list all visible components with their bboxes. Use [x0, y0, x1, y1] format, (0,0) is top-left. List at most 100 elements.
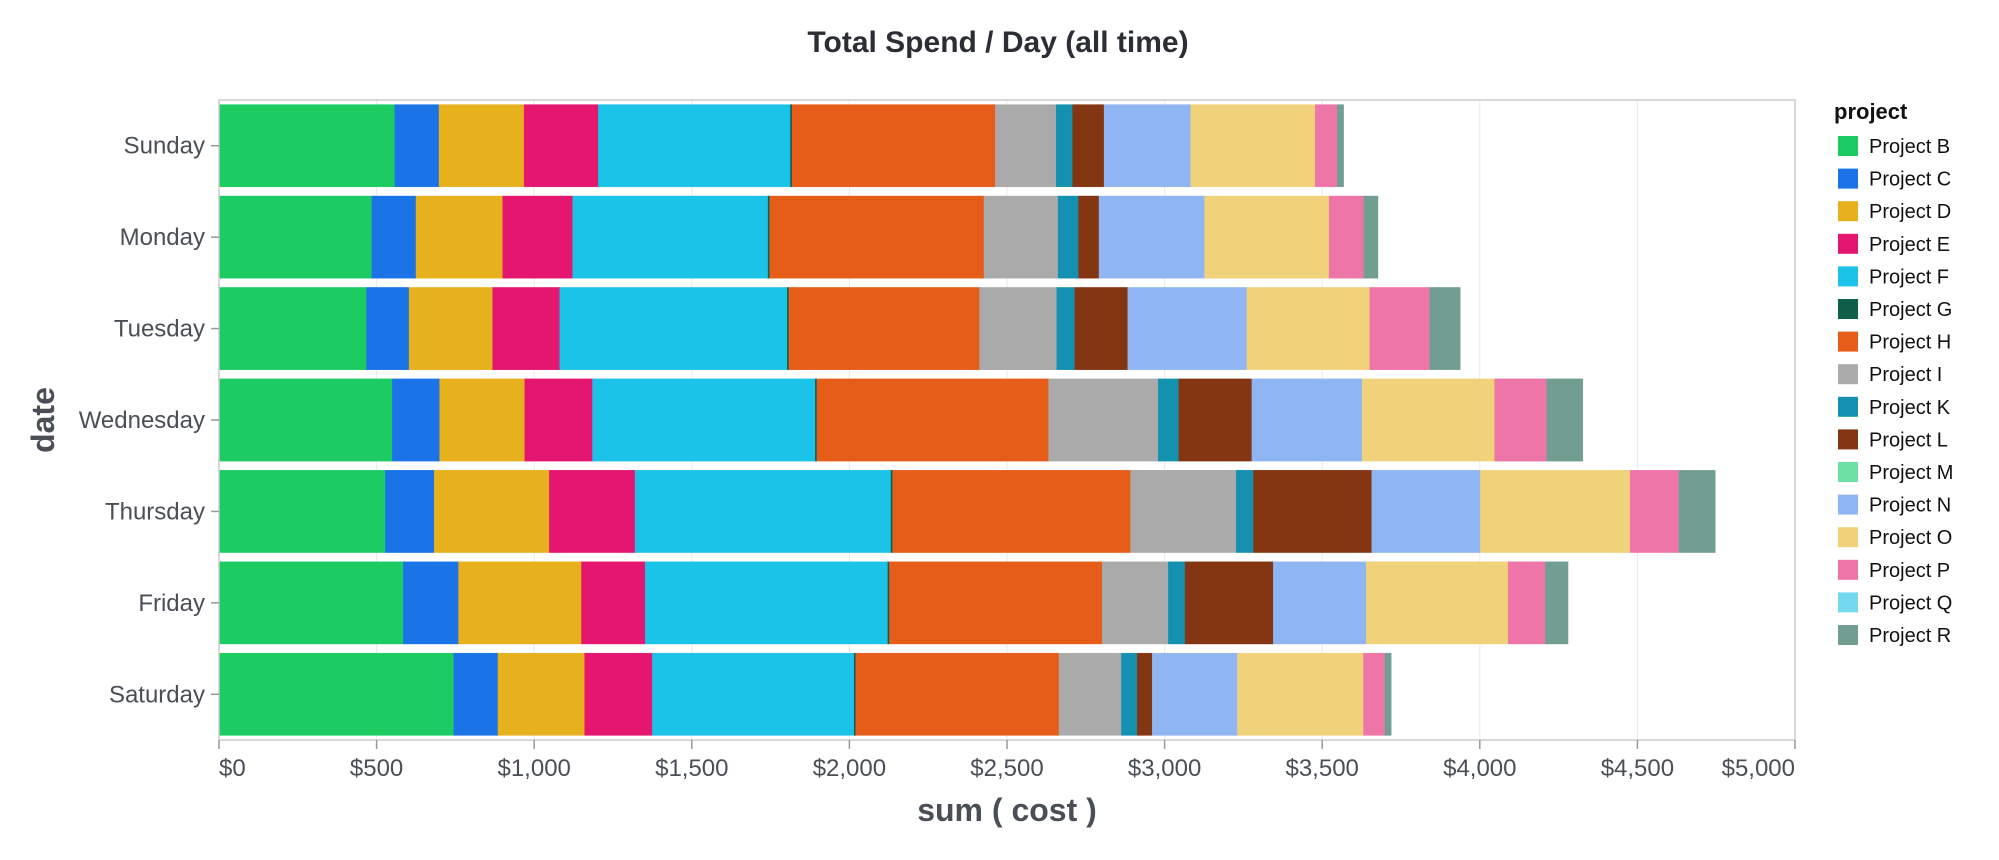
bar-segment[interactable] — [1056, 287, 1075, 370]
bar-segment[interactable] — [1337, 104, 1344, 188]
bar-segment[interactable] — [1136, 652, 1153, 736]
bar-segment[interactable] — [1158, 378, 1179, 462]
bar-segment[interactable] — [497, 652, 585, 736]
bar-segment[interactable] — [816, 378, 1049, 462]
bar-segment[interactable] — [502, 195, 573, 279]
bar-segment[interactable] — [767, 195, 770, 279]
bar-segment[interactable] — [592, 378, 816, 462]
bar-segment[interactable] — [1058, 652, 1122, 736]
bar-segment[interactable] — [1369, 287, 1430, 370]
bar-segment[interactable] — [1152, 652, 1238, 736]
bar-segment[interactable] — [1315, 104, 1338, 188]
bar-segment[interactable] — [1371, 470, 1481, 553]
bar-segment[interactable] — [1328, 195, 1365, 279]
bar-segment[interactable] — [1246, 287, 1370, 370]
legend-swatch — [1838, 364, 1858, 385]
bar-segment[interactable] — [549, 470, 636, 553]
bar-segment[interactable] — [1235, 470, 1254, 553]
bar-segment[interactable] — [1251, 378, 1363, 462]
bar-segment[interactable] — [889, 561, 1103, 645]
bar-segment[interactable] — [1103, 104, 1191, 188]
bar-segment[interactable] — [439, 378, 525, 462]
bar-segment[interactable] — [434, 470, 550, 553]
bar-segment[interactable] — [1429, 287, 1461, 370]
bar-segment[interactable] — [1237, 652, 1364, 736]
bar-segment[interactable] — [218, 287, 367, 370]
bar-segment[interactable] — [791, 104, 996, 188]
bar-segment[interactable] — [218, 652, 455, 736]
bar-segment[interactable] — [403, 561, 459, 645]
bar-segment[interactable] — [787, 287, 790, 370]
bar-segment[interactable] — [979, 287, 1058, 370]
bar-segment[interactable] — [218, 104, 396, 188]
bar-segment[interactable] — [892, 470, 1131, 553]
bar-segment[interactable] — [1127, 287, 1248, 370]
bar-segment[interactable] — [790, 104, 793, 188]
bar-segment[interactable] — [572, 195, 769, 279]
bar-segment[interactable] — [394, 104, 440, 188]
bar-segment[interactable] — [392, 378, 440, 462]
bar-segment[interactable] — [1253, 470, 1372, 553]
bar-segment[interactable] — [1168, 561, 1186, 645]
bar-segment[interactable] — [644, 561, 889, 645]
bar-segment[interactable] — [1098, 195, 1205, 279]
bar-segment[interactable] — [1363, 652, 1386, 736]
bar-segment[interactable] — [559, 287, 788, 370]
bar-segment[interactable] — [1055, 104, 1073, 188]
bar-segment[interactable] — [1130, 470, 1237, 553]
bar-segment[interactable] — [1101, 561, 1169, 645]
bar-segment[interactable] — [1545, 561, 1569, 645]
bar-segment[interactable] — [1178, 378, 1253, 462]
bar-segment[interactable] — [1074, 287, 1128, 370]
bar-segment[interactable] — [1494, 378, 1547, 462]
bar-segment[interactable] — [855, 652, 1060, 736]
bar-segment[interactable] — [995, 104, 1057, 188]
bar-segment[interactable] — [438, 104, 525, 188]
bar-segment[interactable] — [983, 195, 1059, 279]
bar-segment[interactable] — [385, 470, 435, 553]
bar-segment[interactable] — [1366, 561, 1509, 645]
bar-segment[interactable] — [371, 195, 417, 279]
bar-segment[interactable] — [1072, 104, 1105, 188]
bar-segment[interactable] — [1362, 378, 1495, 462]
bar-segment[interactable] — [652, 652, 855, 736]
bar-segment[interactable] — [1546, 378, 1584, 462]
bar-segment[interactable] — [524, 378, 593, 462]
bar-segment[interactable] — [1629, 470, 1680, 553]
bar-segment[interactable] — [1057, 195, 1079, 279]
bar-segment[interactable] — [1121, 652, 1138, 736]
bar-segment[interactable] — [890, 470, 893, 553]
bar-segment[interactable] — [458, 561, 582, 645]
bar-segment[interactable] — [1184, 561, 1274, 645]
bar-segment[interactable] — [1384, 652, 1392, 736]
bar-segment[interactable] — [1190, 104, 1316, 188]
bar-segment[interactable] — [597, 104, 791, 188]
bar-segment[interactable] — [366, 287, 410, 370]
bar-segment[interactable] — [1363, 195, 1379, 279]
bar-segment[interactable] — [584, 652, 653, 736]
bar-segment[interactable] — [1480, 470, 1631, 553]
bar-segment[interactable] — [1678, 470, 1716, 553]
bar-segment[interactable] — [581, 561, 646, 645]
bar-segment[interactable] — [887, 561, 890, 645]
bar-segment[interactable] — [853, 652, 856, 736]
y-tick-label: Monday — [120, 224, 205, 251]
bar-segment[interactable] — [492, 287, 560, 370]
bar-segment[interactable] — [408, 287, 493, 370]
bar-segment[interactable] — [788, 287, 980, 370]
bar-segment[interactable] — [218, 378, 393, 462]
bar-segment[interactable] — [1273, 561, 1367, 645]
bar-segment[interactable] — [523, 104, 599, 188]
bar-segment[interactable] — [1048, 378, 1159, 462]
bar-segment[interactable] — [1078, 195, 1100, 279]
bar-segment[interactable] — [218, 561, 404, 645]
bar-segment[interactable] — [1507, 561, 1546, 645]
bar-segment[interactable] — [769, 195, 985, 279]
bar-segment[interactable] — [634, 470, 892, 553]
bar-segment[interactable] — [415, 195, 503, 279]
bar-segment[interactable] — [815, 378, 818, 462]
bar-segment[interactable] — [453, 652, 499, 736]
bar-segment[interactable] — [1204, 195, 1330, 279]
bar-segment[interactable] — [218, 470, 386, 553]
bar-segment[interactable] — [218, 195, 373, 279]
